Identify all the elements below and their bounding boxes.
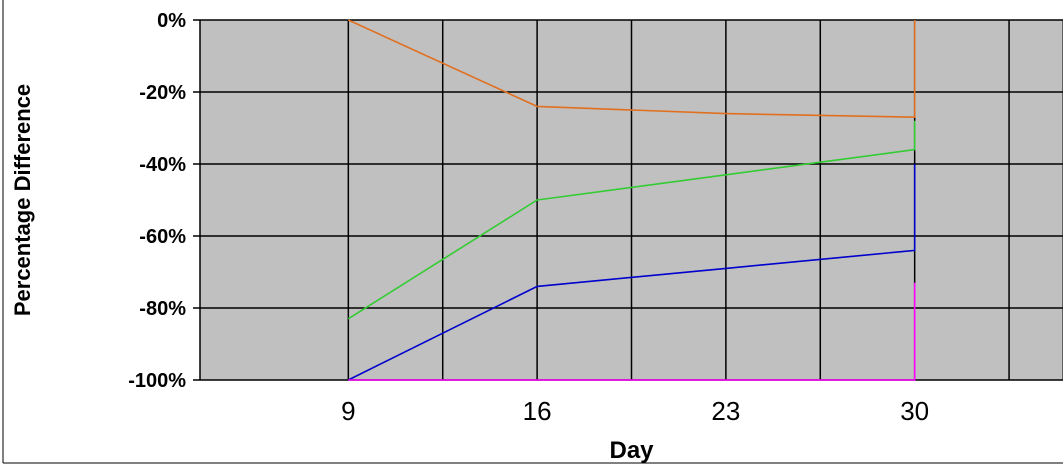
series-line-2 [347,120,916,320]
y-tick-label: -40% [139,154,186,176]
x-tick-label: 30 [900,396,929,426]
y-tick-label: -60% [139,226,186,248]
series-line-3 [347,164,916,381]
x-tick-label: 9 [341,396,355,426]
x-tick-label: 16 [523,396,552,426]
y-axis-title: Percentage Difference [10,84,35,316]
x-axis-ticks: 9 16 23 30 [341,396,929,426]
series-line-4 [348,282,916,381]
x-axis-title: Day [609,437,654,464]
y-tick-label: -80% [139,298,186,320]
y-tick-label: -20% [139,82,186,104]
series-lines [347,19,916,381]
x-tick-label: 23 [711,396,740,426]
y-tick-label: -100% [128,370,186,392]
series-line-1 [347,19,916,119]
y-tick-label: 0% [157,10,186,32]
y-axis-ticks: 0% -20% -40% -60% -80% -100% [128,10,186,392]
